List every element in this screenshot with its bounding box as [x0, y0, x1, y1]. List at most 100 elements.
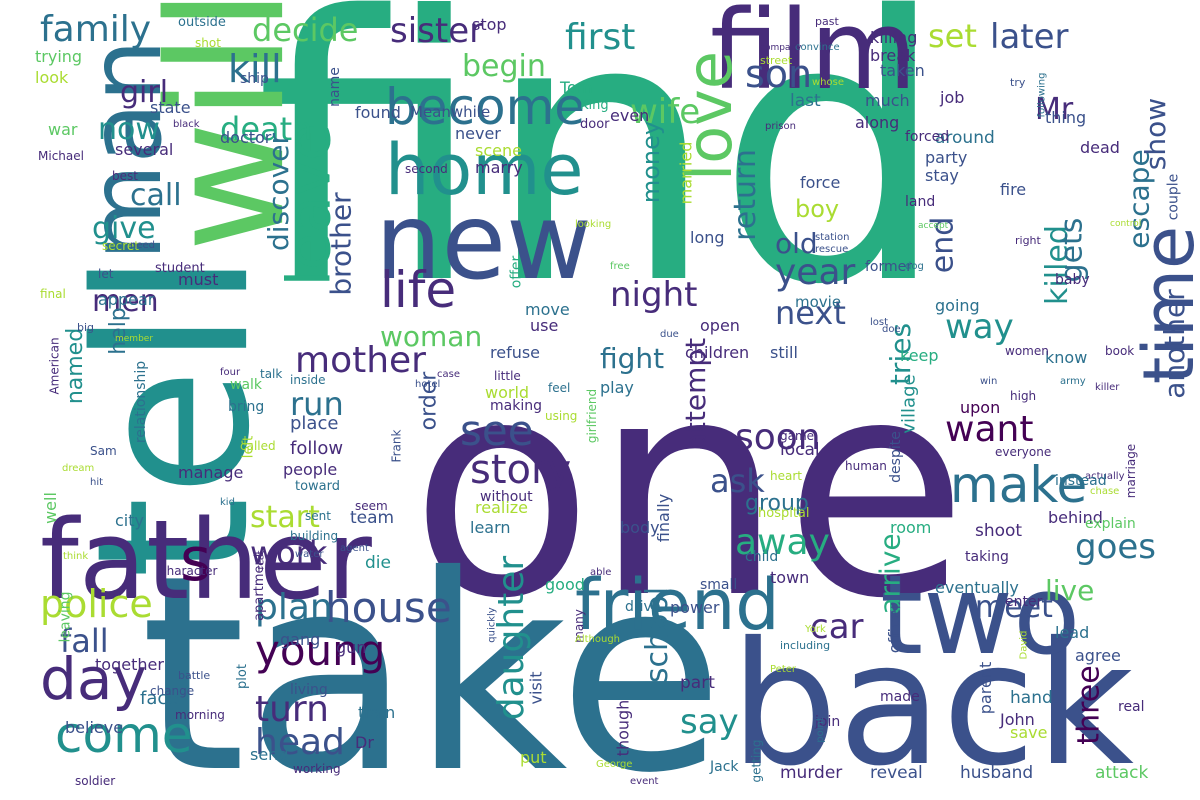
word-start: start [250, 500, 320, 535]
word-door: door [580, 117, 610, 132]
word-follow: follow [290, 438, 344, 459]
word-agent: agent [340, 543, 369, 554]
word-child: child [745, 549, 779, 565]
word-children: children [685, 343, 750, 362]
word-control: control [1110, 219, 1142, 229]
word-change: change [150, 684, 195, 698]
word-death: death [220, 110, 313, 148]
word-think: think [63, 551, 89, 562]
word-human: human [845, 459, 887, 473]
word-believe: believe [65, 718, 124, 737]
word-living: living [290, 682, 328, 698]
word-live: live [1045, 574, 1095, 607]
word-party: party [925, 148, 968, 167]
word-water: water [295, 549, 324, 560]
word-called: called [240, 439, 276, 453]
word-husband: husband [960, 763, 1034, 783]
word-move: move [525, 300, 570, 319]
word-local: local [780, 440, 820, 460]
word-prison: prison [765, 121, 796, 132]
word-find: find [255, 0, 948, 365]
word-two: two [880, 551, 1081, 679]
word-brother: brother [324, 192, 358, 296]
word-building: building [290, 529, 339, 543]
word-well: well [40, 492, 60, 524]
word-want: want [945, 409, 1034, 450]
word-seem: seem [355, 499, 388, 513]
word-learn: learn [470, 518, 511, 537]
word-father: father [40, 496, 372, 624]
word-run: run [290, 385, 344, 423]
word-mother: mother [295, 340, 426, 381]
word-realize: realize [475, 498, 529, 517]
word-point: point [814, 717, 826, 743]
word-dead: dead [1080, 138, 1120, 157]
word-looking: looking [575, 219, 612, 230]
word-appear: appear [98, 290, 155, 309]
word-quickly: quickly [486, 607, 498, 643]
word-hospital: hospital [758, 506, 810, 521]
word-head: head [255, 722, 345, 763]
word-york: York [805, 624, 826, 635]
word-never: never [455, 124, 501, 143]
word-send: send [250, 745, 289, 764]
word-small: small [700, 577, 738, 593]
word-woman: woman [380, 320, 483, 353]
word-best: best [112, 169, 138, 183]
word-shot: shot [195, 36, 221, 50]
word-war: war [48, 120, 78, 139]
word-home: home [385, 129, 584, 211]
word-dream: dream [62, 463, 95, 474]
word-working: working [293, 762, 341, 776]
word-everyone: everyone [995, 445, 1052, 459]
word-next: next [775, 294, 846, 332]
word-officer: officer [885, 602, 905, 654]
word-behind: behind [1048, 508, 1103, 527]
word-street: street [760, 54, 793, 67]
word-much: much [865, 91, 910, 110]
word-let: let [98, 267, 114, 281]
word-town: town [770, 568, 810, 587]
word-offer: offer [508, 255, 525, 289]
word-right: right [1015, 234, 1041, 247]
word-jack: Jack [710, 759, 739, 775]
word-plan: plan [255, 587, 333, 628]
word-discover: discover [261, 133, 295, 251]
word-team: team [350, 508, 395, 528]
word-fire: fire [1000, 180, 1027, 199]
word-taken: taken [880, 61, 925, 80]
word-one: one [410, 315, 969, 664]
word-past: past [815, 15, 839, 28]
word-son: son [745, 52, 813, 96]
word-real: real [1118, 699, 1145, 715]
word-eventually: eventually [935, 578, 1019, 597]
word-whose: whose [812, 77, 844, 88]
word-give: give [92, 211, 156, 246]
word-still: still [770, 343, 798, 362]
word-morning: morning [175, 708, 225, 722]
word-job: job [940, 88, 965, 107]
word-set: set [928, 17, 977, 55]
word-george: George [596, 759, 633, 770]
word-four: four [220, 367, 241, 378]
word-sent: sent [305, 509, 331, 523]
word-plot: plot [234, 664, 250, 689]
word-convince: convince [795, 42, 840, 53]
word-village: village [898, 374, 920, 434]
word-couple: couple [1165, 173, 1182, 221]
word-part: part [680, 673, 715, 693]
word-mr: Mr [1035, 92, 1074, 127]
word-dog: dog [905, 261, 924, 272]
word-work: work [250, 534, 328, 572]
word-car: car [810, 607, 864, 647]
word-place: place [290, 413, 339, 434]
word-say: say [680, 702, 739, 742]
word-feel: feel [548, 381, 571, 395]
word-hotel: hotel [415, 379, 441, 390]
word-marry: marry [475, 158, 523, 177]
word-secret: secret [102, 239, 139, 253]
word-going: going [935, 296, 980, 315]
word-talk: talk [260, 367, 283, 381]
word-trying: trying [35, 47, 83, 66]
word-back: back [730, 606, 1134, 800]
